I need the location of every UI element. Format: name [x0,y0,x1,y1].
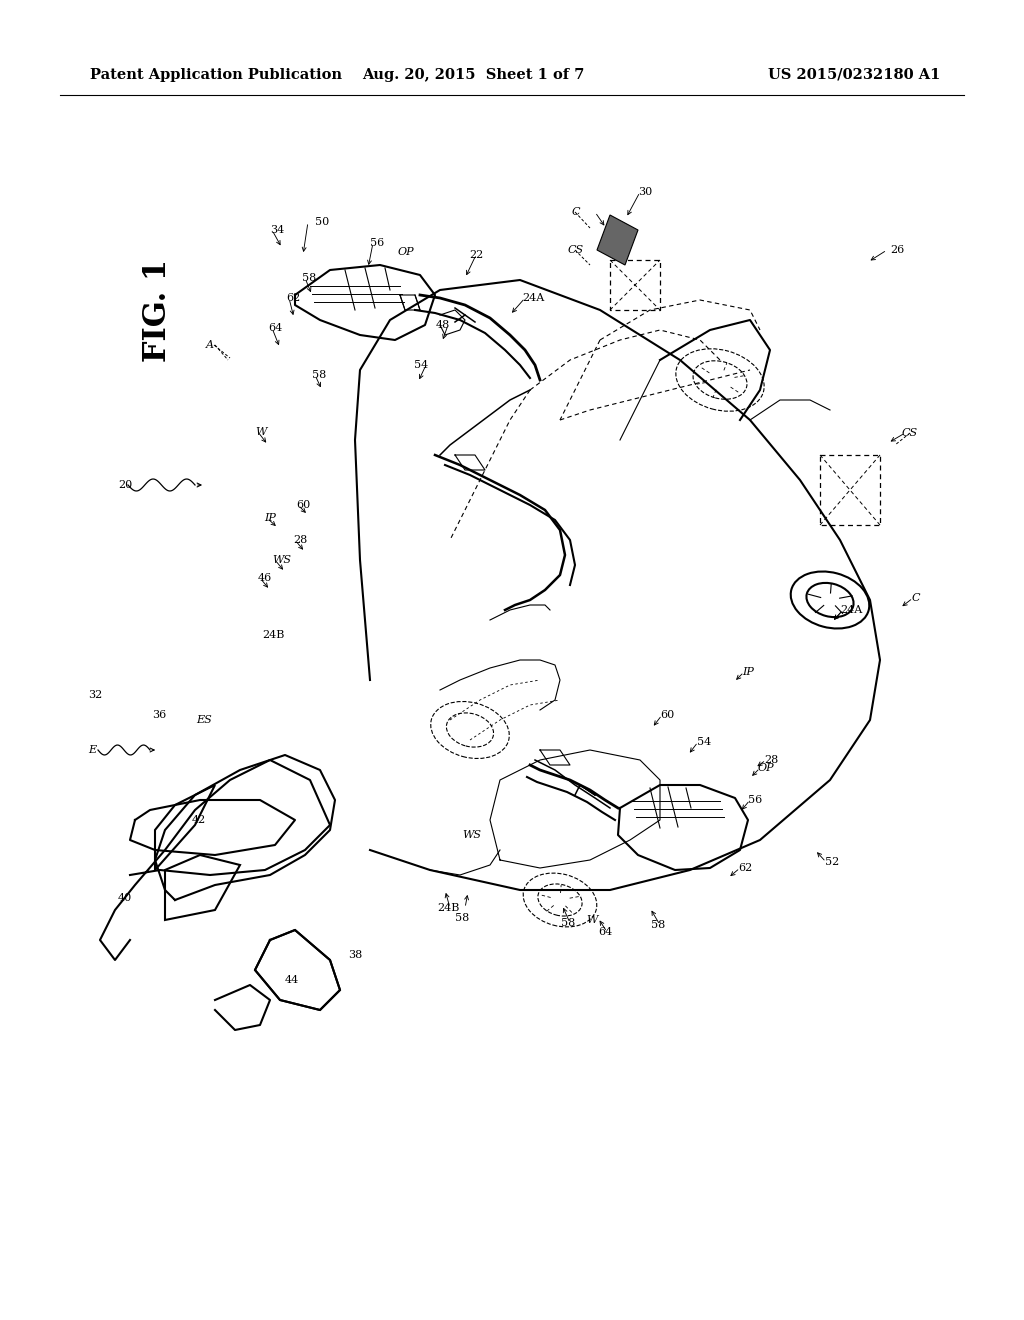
Text: E: E [88,744,96,755]
Text: 46: 46 [258,573,272,583]
Text: 42: 42 [193,814,206,825]
Text: 50: 50 [315,216,330,227]
Text: 44: 44 [285,975,299,985]
Text: W: W [255,426,266,437]
Text: 54: 54 [414,360,428,370]
Text: OP: OP [758,763,774,774]
Text: 24B: 24B [262,630,285,640]
Text: 24A: 24A [522,293,544,304]
Text: 22: 22 [469,249,483,260]
Text: FIG. 1: FIG. 1 [142,259,173,362]
Text: Patent Application Publication: Patent Application Publication [90,69,342,82]
Text: 28: 28 [764,755,778,766]
Text: 52: 52 [825,857,840,867]
Text: 58: 58 [312,370,327,380]
Text: 58: 58 [651,920,666,931]
Text: 58: 58 [561,917,575,928]
Polygon shape [255,931,340,1010]
Text: 32: 32 [88,690,102,700]
Text: 58: 58 [302,273,316,282]
Text: 56: 56 [748,795,762,805]
Text: 30: 30 [638,187,652,197]
Text: 36: 36 [152,710,166,719]
Polygon shape [155,785,215,870]
Text: 24A: 24A [840,605,862,615]
Text: 26: 26 [890,246,904,255]
Text: Aug. 20, 2015  Sheet 1 of 7: Aug. 20, 2015 Sheet 1 of 7 [362,69,585,82]
Text: 56: 56 [370,238,384,248]
Text: 60: 60 [296,500,310,510]
Text: 28: 28 [293,535,307,545]
Text: CS: CS [568,246,584,255]
Text: 60: 60 [660,710,674,719]
Text: 38: 38 [348,950,362,960]
Text: US 2015/0232180 A1: US 2015/0232180 A1 [768,69,940,82]
Text: 64: 64 [268,323,283,333]
Text: ES: ES [196,715,212,725]
Text: 40: 40 [118,894,132,903]
Text: OP: OP [398,247,415,257]
Text: 62: 62 [738,863,753,873]
Text: WS: WS [462,830,481,840]
Polygon shape [597,215,638,265]
Text: 20: 20 [118,480,132,490]
Text: C: C [912,593,921,603]
Text: IP: IP [742,667,754,677]
Text: 62: 62 [286,293,300,304]
Text: WS: WS [272,554,291,565]
Text: C: C [572,207,581,216]
Text: 54: 54 [697,737,712,747]
Polygon shape [165,855,240,920]
Text: 48: 48 [436,319,450,330]
Text: 64: 64 [598,927,612,937]
Text: W: W [587,915,598,925]
Text: 24B: 24B [437,903,459,913]
Text: A: A [206,341,214,350]
Text: IP: IP [264,513,275,523]
Text: 34: 34 [270,224,285,235]
Text: 58: 58 [455,913,469,923]
Text: CS: CS [902,428,919,438]
